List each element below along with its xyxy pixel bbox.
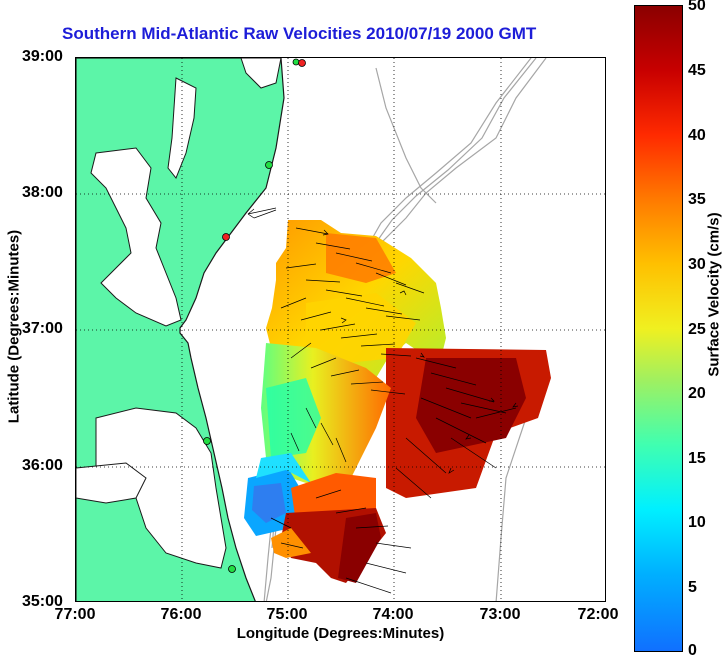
colorbar-tick: 25 [688, 321, 706, 338]
current-vectors [247, 207, 519, 594]
colorbar-tick: 50 [688, 0, 706, 14]
y-tick-label: 38:00 [22, 184, 63, 201]
station-red-marker [222, 233, 230, 241]
colorbar [634, 5, 683, 652]
station-green-marker [292, 58, 300, 66]
station-green-marker [265, 161, 273, 169]
coastal-vector [253, 209, 277, 219]
colorbar-tick: 5 [688, 579, 697, 596]
x-tick-label: 76:00 [160, 606, 202, 623]
x-tick-label: 72:00 [577, 606, 619, 623]
x-tick-label: 75:00 [266, 606, 308, 623]
x-axis-label: Longitude (Degrees:Minutes) [236, 625, 445, 642]
colorbar-tick: 20 [688, 385, 706, 402]
colorbar-tick: 10 [688, 514, 706, 531]
station-green-marker [228, 565, 236, 573]
chart-title: Southern Mid-Atlantic Raw Velocities 201… [62, 24, 537, 43]
station-green-marker [203, 437, 211, 445]
colorbar-tick: 45 [688, 62, 706, 79]
colorbar-tick: 35 [688, 191, 706, 208]
y-tick-label: 39:00 [22, 48, 63, 65]
radar-stations [203, 58, 306, 573]
y-tick-label: 36:00 [22, 457, 63, 474]
velocity-field [244, 220, 551, 583]
y-tick-label: 35:00 [22, 593, 63, 610]
map-svg [76, 58, 605, 601]
gridlines [76, 58, 605, 601]
x-tick-label: 74:00 [372, 606, 414, 623]
colorbar-tick: 15 [688, 450, 706, 467]
colorbar-tick: 30 [688, 256, 706, 273]
y-tick-label: 37:00 [22, 320, 63, 337]
x-tick-label: 77:00 [54, 606, 96, 623]
y-axis-label: Latitude (Degrees:Minutes) [5, 229, 23, 424]
map-plot-area [75, 57, 606, 602]
station-red-marker [298, 59, 306, 67]
colorbar-label: Surface Velocity (cm/s) [705, 212, 723, 377]
colorbar-tick: 40 [688, 127, 706, 144]
x-tick-label: 73:00 [479, 606, 521, 623]
colorbar-tick: 0 [688, 642, 697, 659]
